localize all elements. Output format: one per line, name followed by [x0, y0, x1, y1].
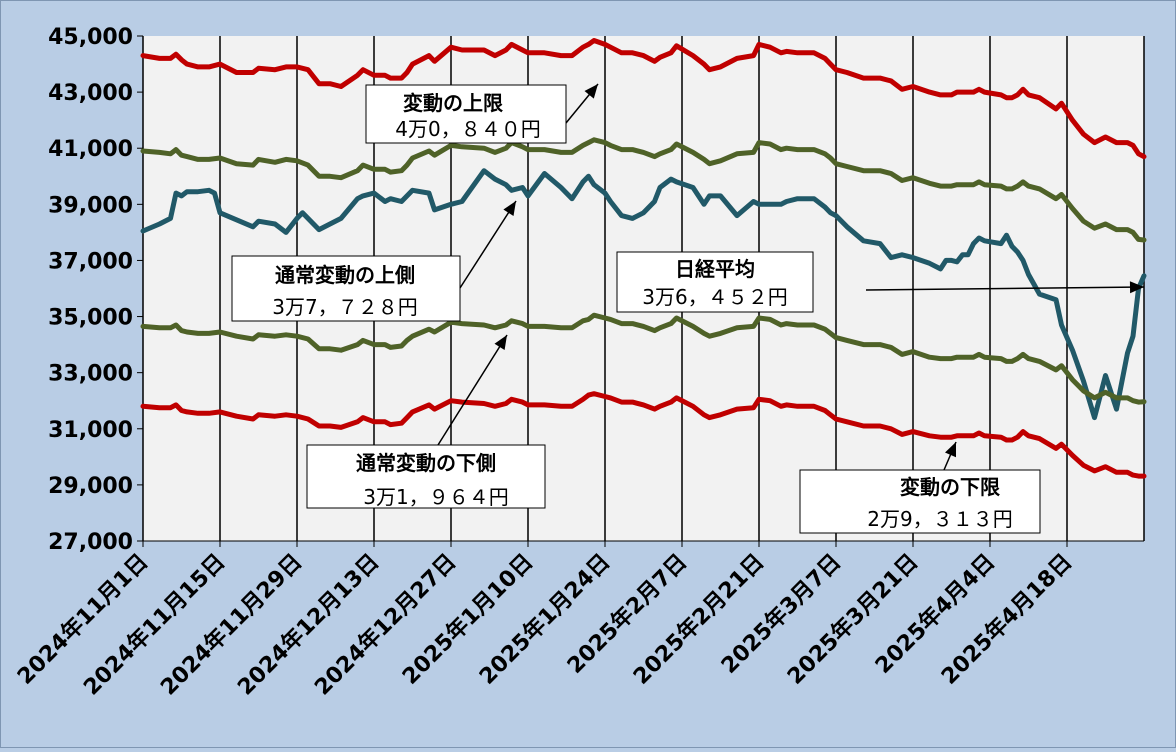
annotation-arrow-head — [945, 442, 956, 458]
y-tick-label: 27,000 — [48, 530, 133, 555]
annotation-value: 3万1，９６４円 — [363, 485, 508, 509]
annotation-value: 4万0，８４０円 — [395, 117, 540, 141]
series-line-upper_limit — [140, 38, 1147, 160]
series-lines — [140, 38, 1147, 479]
y-tick-label: 37,000 — [48, 249, 133, 274]
annotation-title: 変動の下限 — [900, 475, 1000, 499]
annotation-title: 通常変動の下側 — [356, 451, 496, 475]
annotation-box — [365, 84, 567, 144]
annotation-arrow-line — [865, 286, 1145, 291]
annotation-arrow-line — [437, 334, 508, 446]
series-line-lower_limit — [140, 391, 1147, 479]
annotation-title: 日経平均 — [675, 257, 755, 281]
annotation-arrow-head — [503, 201, 516, 216]
annotation-4: 通常変動の下側 3万1，９６４円 — [306, 334, 546, 509]
y-tick-label: 35,000 — [48, 306, 133, 331]
y-tick-label: 33,000 — [48, 362, 133, 387]
y-tick-label: 29,000 — [48, 474, 133, 499]
annotation-arrow-line — [459, 200, 517, 289]
annotation-title: 通常変動の上側 — [275, 263, 415, 287]
annotation-2: 通常変動の上側 3万7，７２８円 — [231, 200, 517, 322]
annotation-box — [616, 251, 814, 313]
y-tick-label: 31,000 — [48, 418, 133, 443]
annotation-box — [799, 469, 1041, 534]
annotation-arrow-head — [494, 335, 507, 350]
annotation-arrow-head — [584, 84, 598, 99]
annotation-box — [306, 444, 546, 509]
annotation-value: 2万9，３１３円 — [867, 507, 1012, 531]
series-line-normal_lower — [140, 312, 1147, 405]
y-tick-label: 39,000 — [48, 193, 133, 218]
annotation-value: 3万6，４５２円 — [642, 285, 787, 309]
y-tick-label: 43,000 — [48, 81, 133, 106]
annotation-title: 変動の上限 — [403, 91, 503, 115]
series-line-normal_upper — [140, 137, 1147, 243]
y-tick-label: 41,000 — [48, 137, 133, 162]
annotation-value: 3万7，７２８円 — [272, 295, 417, 319]
y-tick-label: 45,000 — [48, 25, 133, 50]
series-line-nikkei_225 — [140, 168, 1147, 421]
annotation-box — [231, 255, 461, 322]
annotation-arrow-head — [1129, 281, 1144, 294]
annotation-5: 変動の下限 2万9，３１３円 — [799, 441, 1041, 534]
annotation-3: 日経平均 3万6，４５２円 — [616, 251, 1145, 313]
